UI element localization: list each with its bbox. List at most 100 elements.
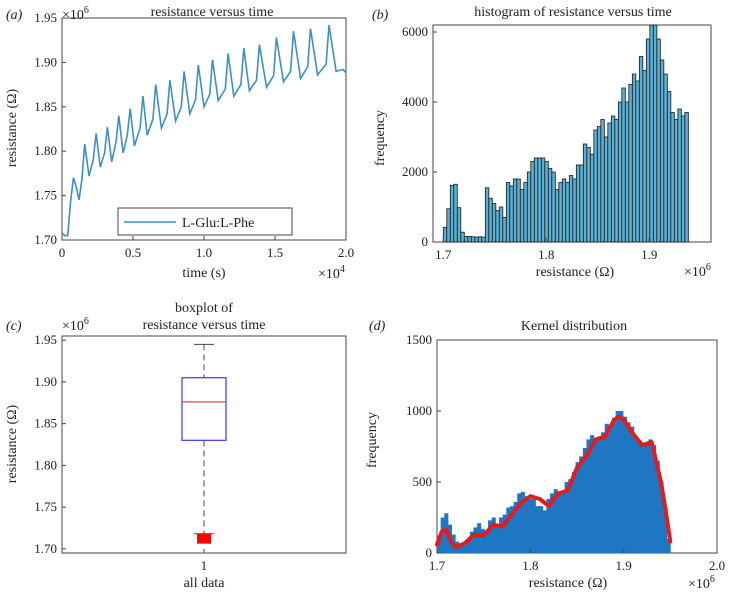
panel-a-xlabel: time (s) [182,266,225,281]
panel-b-bar [540,157,546,243]
panel-a-title: resistance versus time [151,5,274,20]
panel-d-hist-bar [564,482,569,553]
panel-d-hist-bar [469,531,474,553]
panel-b-bar [645,38,651,243]
panel-d-hist-bar [528,499,533,553]
panel-b-bar [600,119,605,243]
panel-d-hist-bar [622,416,627,553]
panel-d-hist-bar [637,442,642,553]
panel-b-bar [603,136,609,243]
panel-b-bar [460,231,465,243]
panel-b-bar [652,24,658,243]
panel-d-ylabel: frequency [365,412,380,468]
panel-b-bar [684,112,689,243]
panel-b-xtick-label: 1.7 [435,247,452,262]
panel-d-xtick-label: 2.0 [709,558,725,573]
panel-d-hist-bar [615,411,620,553]
panel-d-hist-bar [630,426,635,553]
panel-b-bar [463,235,469,243]
panel-d-hist-bar [601,432,606,553]
panel-d-hist-bar [652,445,657,553]
panel-b-bar [449,184,455,243]
panel-b-xlabel: resistance (Ω) [536,265,615,280]
panel-d-hist-bar [597,436,602,553]
panel-d-ytick-label: 1000 [406,403,432,418]
panel-b-bar [533,157,539,243]
panel-d-kde-line [435,414,673,550]
panel-b-bar [607,122,612,243]
panel-d-hist-bar [524,496,529,553]
panel-c-y-exponent: ×106 [62,316,89,334]
panel-b-bar [582,143,588,243]
panel-d-hist-bar [582,447,587,553]
panel-b-bar [498,206,504,243]
panel-b-bar [631,73,637,243]
panel-b-bar [523,182,528,243]
panel-b-bar [470,236,476,243]
panel-b-bar [649,24,654,243]
panel-d-hist-bar [608,425,613,553]
panel-b-bar [456,207,462,243]
panel-b-bar [596,126,602,243]
panel-d-hist-bar [593,437,598,553]
panel-b-bar [628,84,633,243]
panel-d-hist-bar [663,510,668,553]
panel-b-bar [495,210,500,243]
panel-b-bar [575,164,581,243]
panel-b-bar [526,171,532,243]
panel-b-bar [589,154,595,243]
panel-b-xtick-label: 1.9 [641,247,657,262]
panel-b-bar [621,87,626,243]
panel-a-ytick-label: 1.80 [34,143,57,158]
panel-b-bar [593,129,598,243]
panel-b-bar [635,80,640,243]
panel-d-label: (d) [369,319,386,334]
panel-d-xtick-label: 1.9 [616,558,632,573]
panel-d-hist-bar [498,517,504,553]
panel-b-ytick-label: 6000 [402,24,428,39]
panel-b-ytick-label: 4000 [402,94,428,109]
panel-d-hist-bar [655,460,660,553]
panel-b-bar [537,157,542,243]
panel-c-box [181,377,227,441]
panel-b-ytick-label: 0 [422,234,429,249]
panel-d-hist-bar [477,523,482,553]
panel-d-hist-bar [553,489,558,553]
panel-d-hist-bar [568,479,573,553]
panel-c-title-line2: resistance versus time [143,318,266,333]
panel-a-label: (a) [6,8,23,23]
panel-b-bar [572,178,577,243]
panel-b-bar [446,208,451,243]
panel-d-hist-bar [531,499,536,553]
panel-b-bar [565,182,570,243]
panel-c-xlabel: all data [184,576,226,591]
panel-b-bar [666,91,672,243]
panel-d-hist-bar [604,423,609,553]
panel-b-bar [579,164,584,243]
panel-c-label: (c) [6,319,22,334]
panel-a-xtick-label: 1.5 [267,245,283,260]
panel-b-bar [568,175,574,243]
panel-a-legend-label: L-Glu:L-Phe [182,216,254,231]
panel-b-bar [663,73,668,243]
panel-b-bar [586,147,591,243]
panel-b-bar [673,119,679,243]
panel-b-bar [516,178,521,243]
panel-b-xtick-label: 1.8 [538,247,554,262]
panel-b-bar [502,217,507,243]
panel-c-category-label: 1 [201,558,208,573]
panel-d-hist-bar [520,491,525,553]
panel-d-ytick-label: 0 [426,545,433,560]
panel-d-hist-bar [509,506,514,553]
panel-b-bar [488,197,493,243]
panel-d-hist-bar [626,422,631,553]
panel-b-bar [442,226,448,243]
panel-d-hist-bar [495,524,500,553]
panel-a-xtick-label: 0.5 [125,245,141,260]
panel-b-bar [547,168,553,243]
panel-d-hist-bar [579,456,584,553]
panel-b-bar [617,101,623,243]
panel-c-ytick-label: 1.80 [34,457,57,472]
panel-d-hist-bar [590,435,595,553]
panel-b-bar [656,38,661,243]
